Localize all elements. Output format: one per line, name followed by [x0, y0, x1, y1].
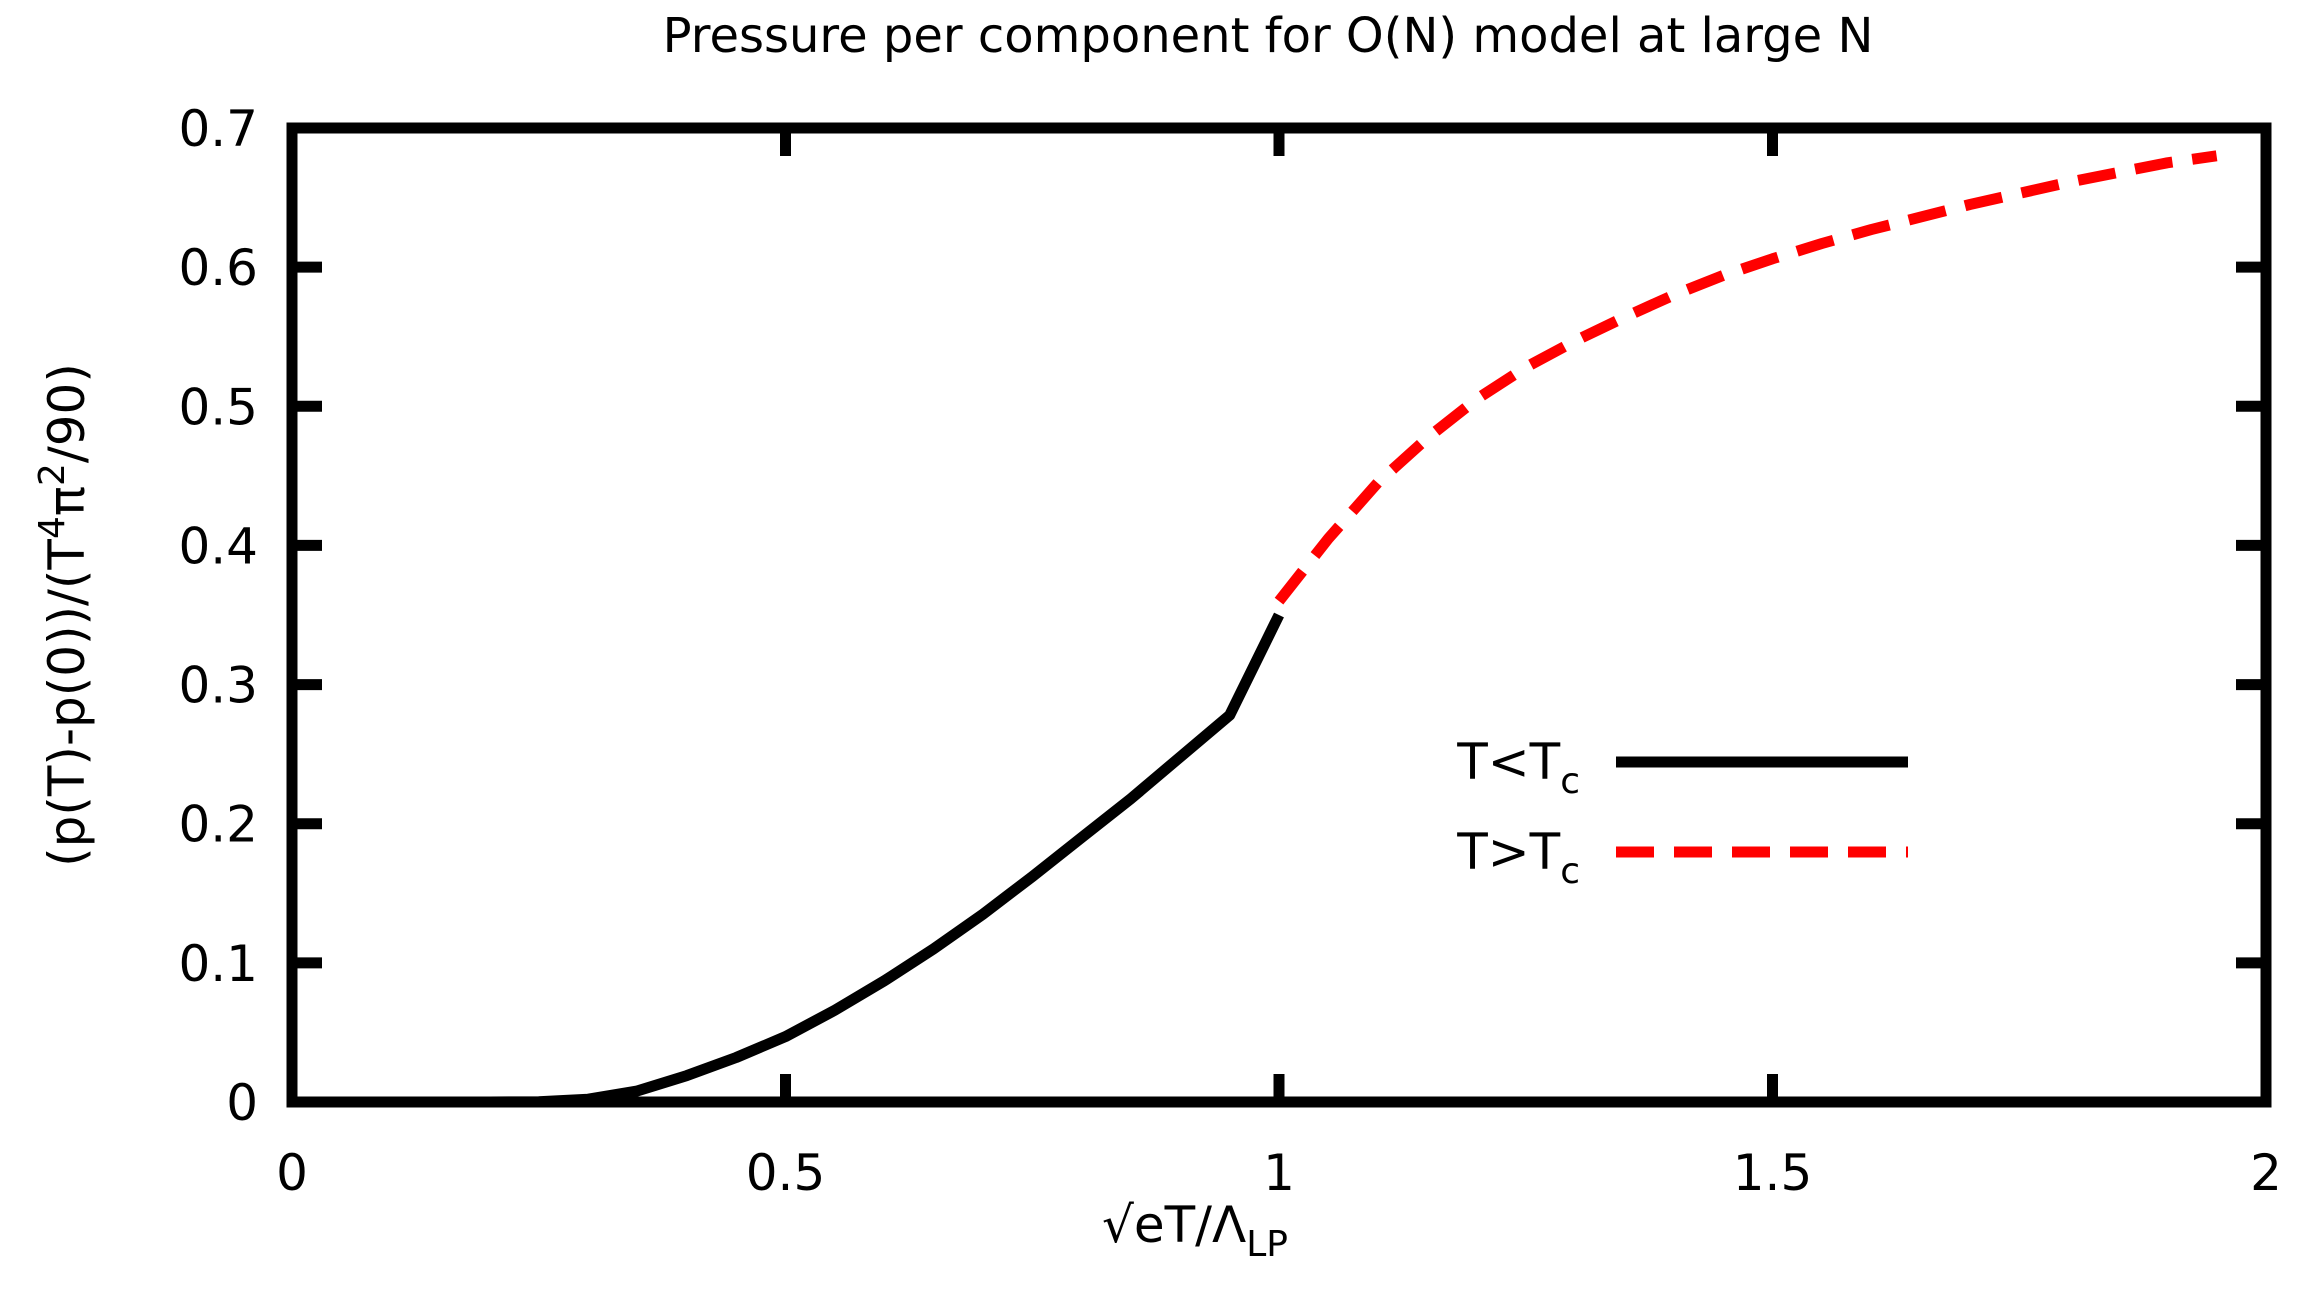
- x-axis-label: √eT/ΛLP: [1102, 1196, 1288, 1265]
- y-tick-label: 0.2: [178, 796, 258, 854]
- y-tick-label: 0.3: [178, 657, 258, 715]
- y-tick-label: 0.1: [178, 935, 258, 993]
- y-axis-label-part1: (p(T)-p(0))/(T: [38, 539, 96, 867]
- x-tick-label: 1.5: [1733, 1144, 1813, 1202]
- y-tick-label: 0.6: [178, 239, 258, 297]
- series-line-above-tc: [1274, 150, 2218, 605]
- x-axis-label-sub: LP: [1246, 1224, 1288, 1265]
- series-line-below-tc: [292, 612, 1284, 1108]
- y-axis-label-sup2: 2: [32, 463, 73, 486]
- y-tick-label: 0: [226, 1074, 258, 1132]
- legend-label-above-sub: c: [1560, 851, 1580, 892]
- legend-label-below-sub: c: [1560, 761, 1580, 802]
- y-tick-label: 0.7: [178, 100, 258, 158]
- x-tick-label: 0: [276, 1144, 308, 1202]
- legend-label-below-main: T<T: [1456, 733, 1560, 791]
- y-axis-label-sup1: 4: [32, 516, 73, 539]
- x-axis-label-main: √eT/Λ: [1102, 1196, 1246, 1254]
- y-tick-label: 0.5: [178, 378, 258, 436]
- plot-lines: [292, 150, 2218, 1108]
- x-tick-label: 1: [1263, 1144, 1295, 1202]
- y-tick-label: 0.4: [178, 517, 258, 575]
- legend: T<Tc T>Tc: [1456, 733, 1908, 892]
- y-axis-label: (p(T)-p(0))/(T4π2/90): [32, 363, 96, 867]
- legend-label-above: T>Tc: [1456, 823, 1580, 892]
- tick-labels: 0 0.5 1 1.5 2 0 0.1 0.2 0.3 0.4 0.5 0.6 0.7: [178, 100, 2281, 1202]
- x-tick-label: 2: [2250, 1144, 2282, 1202]
- x-tick-label: 0.5: [746, 1144, 826, 1202]
- y-axis-label-part3: /90): [38, 363, 96, 463]
- y-axis-label-part2: π: [38, 486, 96, 516]
- plot-frame: [286, 122, 2272, 1108]
- chart-title: Pressure per component for O(N) model at…: [663, 8, 1874, 64]
- legend-label-above-main: T>T: [1456, 823, 1560, 881]
- legend-label-below: T<Tc: [1456, 733, 1580, 802]
